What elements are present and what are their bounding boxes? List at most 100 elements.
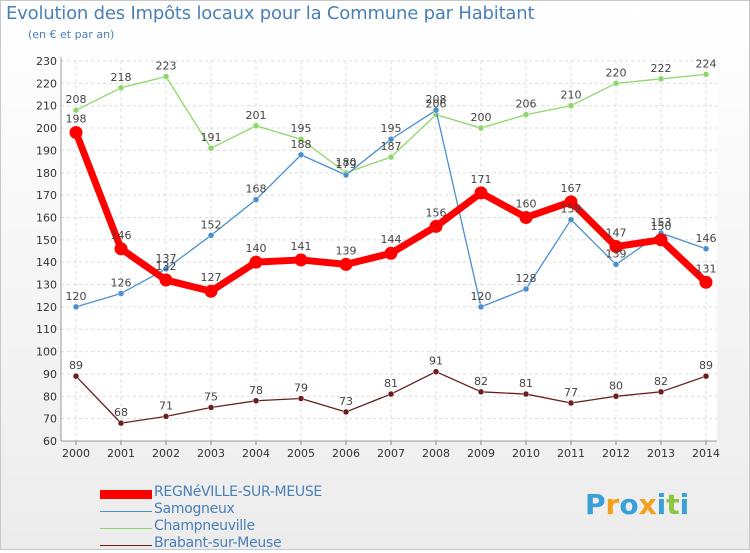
data-point (297, 135, 305, 143)
data-point (252, 196, 260, 203)
y-tick-label: 90 (43, 368, 57, 381)
data-label: 120 (66, 290, 87, 303)
data-label: 91 (429, 355, 443, 368)
data-label: 137 (156, 252, 177, 265)
data-label: 191 (201, 131, 222, 144)
data-point (294, 253, 308, 267)
data-label: 140 (246, 242, 267, 255)
data-label: 223 (156, 60, 177, 73)
legend-label: REGNéVILLE-SUR-MEUSE (154, 484, 322, 500)
y-tick-label: 120 (36, 301, 57, 314)
data-label: 159 (561, 203, 582, 216)
data-label: 156 (426, 206, 447, 219)
data-label: 73 (339, 395, 353, 408)
chart-subtitle: (en € et par an) (28, 28, 115, 41)
x-tick-label: 2013 (647, 447, 675, 460)
data-label: 144 (381, 233, 402, 246)
data-label: 120 (471, 290, 492, 303)
data-label: 139 (606, 247, 627, 260)
x-tick-label: 2008 (422, 447, 450, 460)
data-label: 78 (249, 384, 263, 397)
data-label: 146 (696, 232, 717, 245)
y-tick-label: 180 (36, 167, 57, 180)
data-label: 179 (336, 158, 357, 171)
legend-swatch (100, 511, 152, 512)
x-tick-label: 2000 (62, 447, 90, 460)
data-point (159, 273, 173, 287)
x-tick-label: 2006 (332, 447, 360, 460)
data-point (657, 75, 665, 83)
data-label: 80 (609, 379, 623, 392)
data-point (297, 395, 305, 402)
series-1 (69, 126, 713, 298)
data-label: 201 (246, 109, 267, 122)
data-label: 132 (156, 260, 177, 273)
data-label: 198 (66, 113, 87, 126)
x-tick-label: 2009 (467, 447, 495, 460)
data-point (609, 240, 623, 254)
data-label: 167 (561, 182, 582, 195)
chart-title: Evolution des Impôts locaux pour la Comm… (6, 3, 535, 24)
x-tick-label: 2005 (287, 447, 315, 460)
y-tick-label: 200 (36, 122, 57, 135)
data-point (252, 397, 260, 405)
data-label: 139 (336, 244, 357, 257)
data-label: 146 (111, 229, 132, 242)
data-point (342, 408, 350, 416)
data-point (207, 144, 215, 152)
data-label: 89 (69, 359, 83, 372)
data-point (522, 285, 530, 293)
data-label: 220 (606, 66, 627, 79)
data-label: 206 (516, 98, 537, 111)
data-point (612, 393, 620, 400)
y-tick-label: 60 (43, 435, 57, 448)
series-3 (72, 71, 710, 177)
data-point (522, 111, 530, 118)
data-point (384, 246, 398, 260)
series-4 (72, 368, 710, 427)
data-label: 152 (201, 218, 222, 231)
data-point (339, 257, 353, 271)
data-point (72, 372, 80, 380)
data-label: 210 (561, 89, 582, 102)
data-point (567, 102, 575, 109)
data-label: 126 (111, 276, 132, 289)
data-label: 222 (651, 62, 672, 75)
data-label: 160 (516, 197, 537, 210)
data-label: 187 (381, 140, 402, 153)
data-label: 141 (291, 240, 312, 253)
data-label: 77 (564, 386, 578, 399)
y-tick-label: 80 (43, 390, 57, 403)
data-point (162, 413, 170, 420)
data-point (207, 232, 215, 239)
data-point (162, 265, 170, 273)
data-point (204, 284, 218, 298)
data-label: 168 (246, 183, 267, 196)
data-labels-3: 208 218 223 191 201 195 180 187 206 200 206 210 220 2… (66, 57, 717, 168)
data-label: 150 (651, 220, 672, 233)
data-point (477, 303, 485, 311)
legend-label: Samogneux (154, 501, 235, 517)
data-point (72, 106, 80, 114)
data-label: 188 (291, 138, 312, 151)
data-label: 89 (699, 359, 713, 372)
data-point (117, 290, 125, 297)
data-point (207, 404, 215, 411)
y-tick-label: 230 (36, 55, 57, 68)
data-label: 71 (159, 399, 173, 412)
x-tick-label: 2003 (197, 447, 225, 460)
data-point (567, 399, 575, 407)
x-tick-label: 2007 (377, 447, 405, 460)
data-label: 206 (426, 98, 447, 111)
data-point (702, 71, 710, 78)
data-point (114, 242, 128, 256)
x-tick-label: 2004 (242, 447, 270, 460)
data-label: 218 (111, 71, 132, 84)
data-point (117, 419, 125, 427)
data-point (387, 153, 395, 161)
data-label: 147 (606, 227, 627, 240)
data-labels-2: 1201261371521681881791952081201281591391… (66, 93, 717, 303)
data-point (567, 216, 575, 223)
logo-letter: i (679, 488, 690, 521)
